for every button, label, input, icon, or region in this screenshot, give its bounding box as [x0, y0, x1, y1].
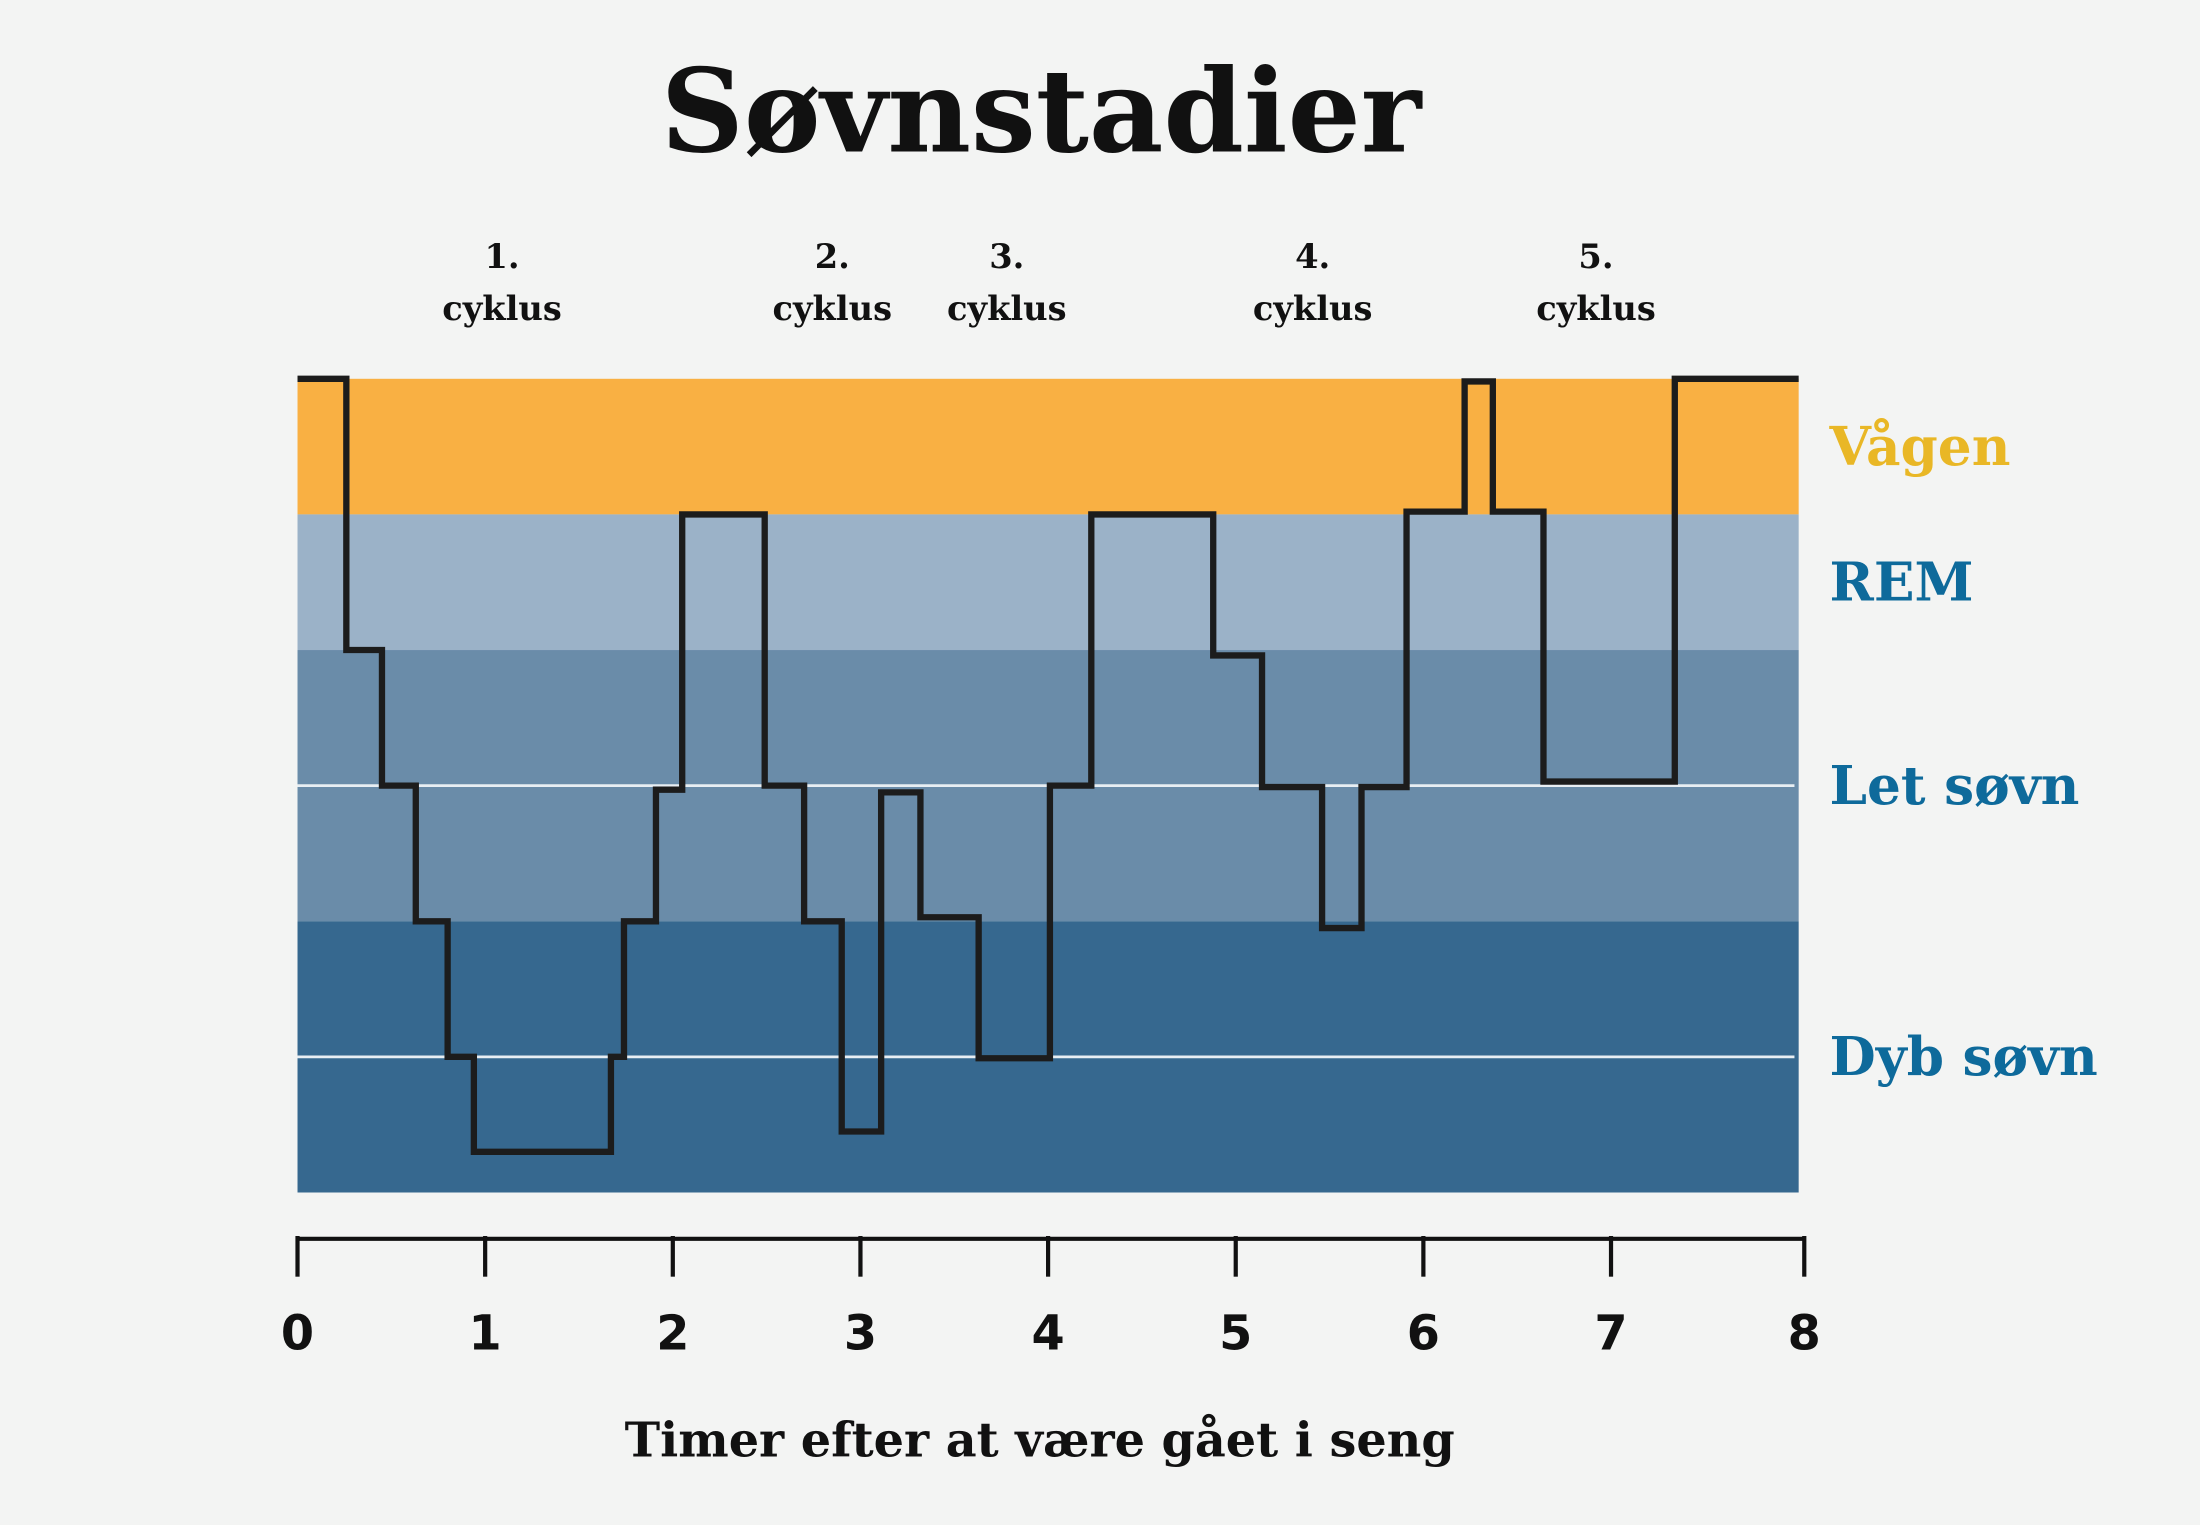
x-tick-label: 1 [469, 1307, 502, 1362]
x-tick-label: 7 [1594, 1307, 1627, 1362]
stage-label: REM [1830, 550, 1974, 613]
x-tick-label: 0 [281, 1307, 314, 1362]
cycle-label: 1. cyklus [442, 236, 562, 328]
hypnogram-line [297, 375, 1799, 1155]
x-tick-label: 4 [1031, 1307, 1064, 1362]
x-tick-label: 8 [1788, 1307, 1821, 1362]
stage-label: Vågen [1829, 415, 2011, 478]
cycle-number: 2. [815, 236, 850, 276]
stage-label: Let søvn [1830, 754, 2080, 817]
stage-labels: Vågen REM Let søvn Dyb søvn [1829, 415, 2098, 1088]
chart-title: Søvnstadier [661, 45, 1423, 180]
cycle-number: 4. [1295, 236, 1330, 276]
band-0 [297, 378, 1799, 515]
cycle-labels: 1. cyklus 2. cyklus 3. cyklus 4. cyklus 5. cyklus [442, 236, 1656, 328]
x-axis: 0 1 2 3 4 5 6 7 8 [281, 1235, 1821, 1362]
band-1 [297, 514, 1799, 651]
x-tick-label: 5 [1219, 1307, 1252, 1362]
cycle-label: 2. cyklus [773, 236, 893, 328]
cycle-number: 1. [484, 236, 519, 276]
cycle-text: cyklus [947, 288, 1067, 328]
cycle-text: cyklus [442, 288, 562, 328]
x-tick-label: 2 [656, 1307, 689, 1362]
cycle-label: 5. cyklus [1536, 236, 1656, 328]
cycle-number: 3. [989, 236, 1024, 276]
cycle-text: cyklus [1253, 288, 1373, 328]
cycle-text: cyklus [773, 288, 893, 328]
cycle-label: 3. cyklus [947, 236, 1067, 328]
stage-label: Dyb søvn [1830, 1025, 2098, 1088]
cycle-text: cyklus [1536, 288, 1656, 328]
x-tick-label: 6 [1407, 1307, 1440, 1362]
x-tick-label: 3 [844, 1307, 877, 1362]
cycle-label: 4. cyklus [1253, 236, 1373, 328]
x-axis-label: Timer efter at være gået i seng [625, 1412, 1455, 1468]
cycle-number: 5. [1578, 236, 1613, 276]
